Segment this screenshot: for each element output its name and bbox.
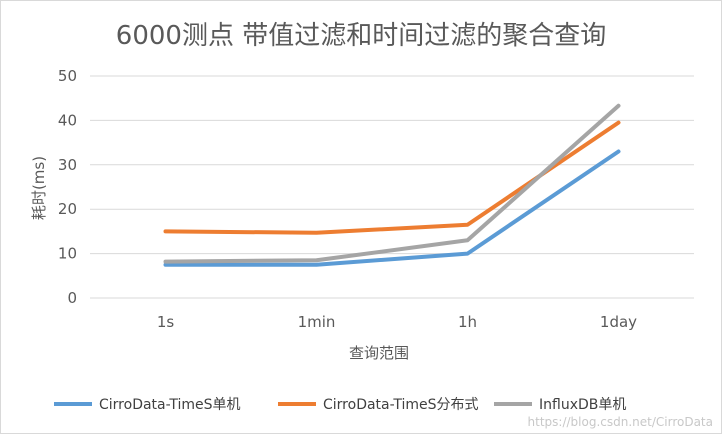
x-axis-label: 查询范围: [349, 344, 409, 362]
y-tick-labels: 0 10 20 30 40 50: [58, 67, 77, 307]
legend-label: CirroData-TimeS单机: [99, 397, 241, 413]
series-line-0: [163, 149, 621, 267]
y-axis-label: 耗时(ms): [30, 156, 48, 220]
y-tick-label: 20: [58, 200, 77, 218]
x-tick-labels: 1s 1min 1h 1day: [157, 313, 637, 331]
watermark: https://blog.csdn.net/CirroData: [528, 415, 713, 429]
x-tick-label: 1day: [600, 313, 637, 331]
legend-label: CirroData-TimeS分布式: [323, 397, 479, 413]
legend-label: InfluxDB单机: [539, 397, 626, 413]
x-tick-label: 1h: [458, 313, 477, 331]
y-tick-label: 0: [67, 289, 77, 307]
legend: CirroData-TimeS单机 CirroData-TimeS分布式 Influ…: [54, 397, 626, 413]
y-tick-label: 10: [58, 245, 77, 263]
series-line-2: [163, 103, 621, 264]
x-tick-label: 1min: [298, 313, 336, 331]
x-tick-label: 1s: [157, 313, 175, 331]
chart-title: 6000测点 带值过滤和时间过滤的聚合查询: [116, 21, 606, 51]
y-tick-label: 30: [58, 156, 77, 174]
series-line-1: [163, 120, 621, 235]
gridlines: [90, 75, 694, 299]
y-tick-label: 40: [58, 111, 77, 129]
y-tick-label: 50: [58, 67, 77, 85]
series-lines: [163, 103, 621, 267]
